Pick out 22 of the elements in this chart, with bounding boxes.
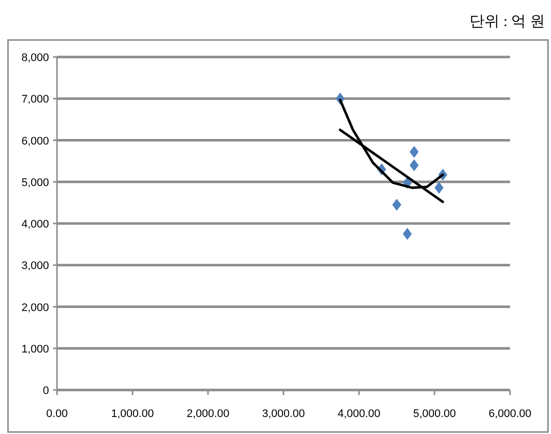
- y-tick-label: 6,000: [21, 135, 49, 148]
- y-tick-label: 4,000: [21, 218, 49, 230]
- point: [392, 198, 402, 211]
- point: [410, 159, 419, 172]
- text: 단위 : 억 원: [470, 14, 545, 30]
- x-tick-label: 4,000.00: [338, 408, 380, 420]
- x-tick-label: 0.00: [46, 408, 68, 420]
- point: [402, 228, 412, 240]
- x-tick-label: 5,000.00: [413, 408, 456, 420]
- y-tick-label: 8,000: [21, 52, 49, 64]
- y-tick-label: 7,000: [21, 94, 49, 106]
- y-tick-label: 5,000: [21, 176, 49, 189]
- y-tick-label: 2,000: [21, 302, 49, 314]
- point: [434, 182, 444, 194]
- x-tick-label: 1,000.00: [111, 408, 154, 420]
- x-tick-label: 6,000.00: [488, 408, 532, 420]
- y-tick-label: 3,000: [21, 260, 49, 272]
- x-tick-label: 3,000.00: [262, 408, 305, 420]
- y-tick-label: 0: [42, 385, 49, 397]
- y-tick-label: 1,000: [21, 343, 49, 356]
- x-tick-label: 2,000.00: [186, 408, 230, 420]
- point: [410, 146, 419, 158]
